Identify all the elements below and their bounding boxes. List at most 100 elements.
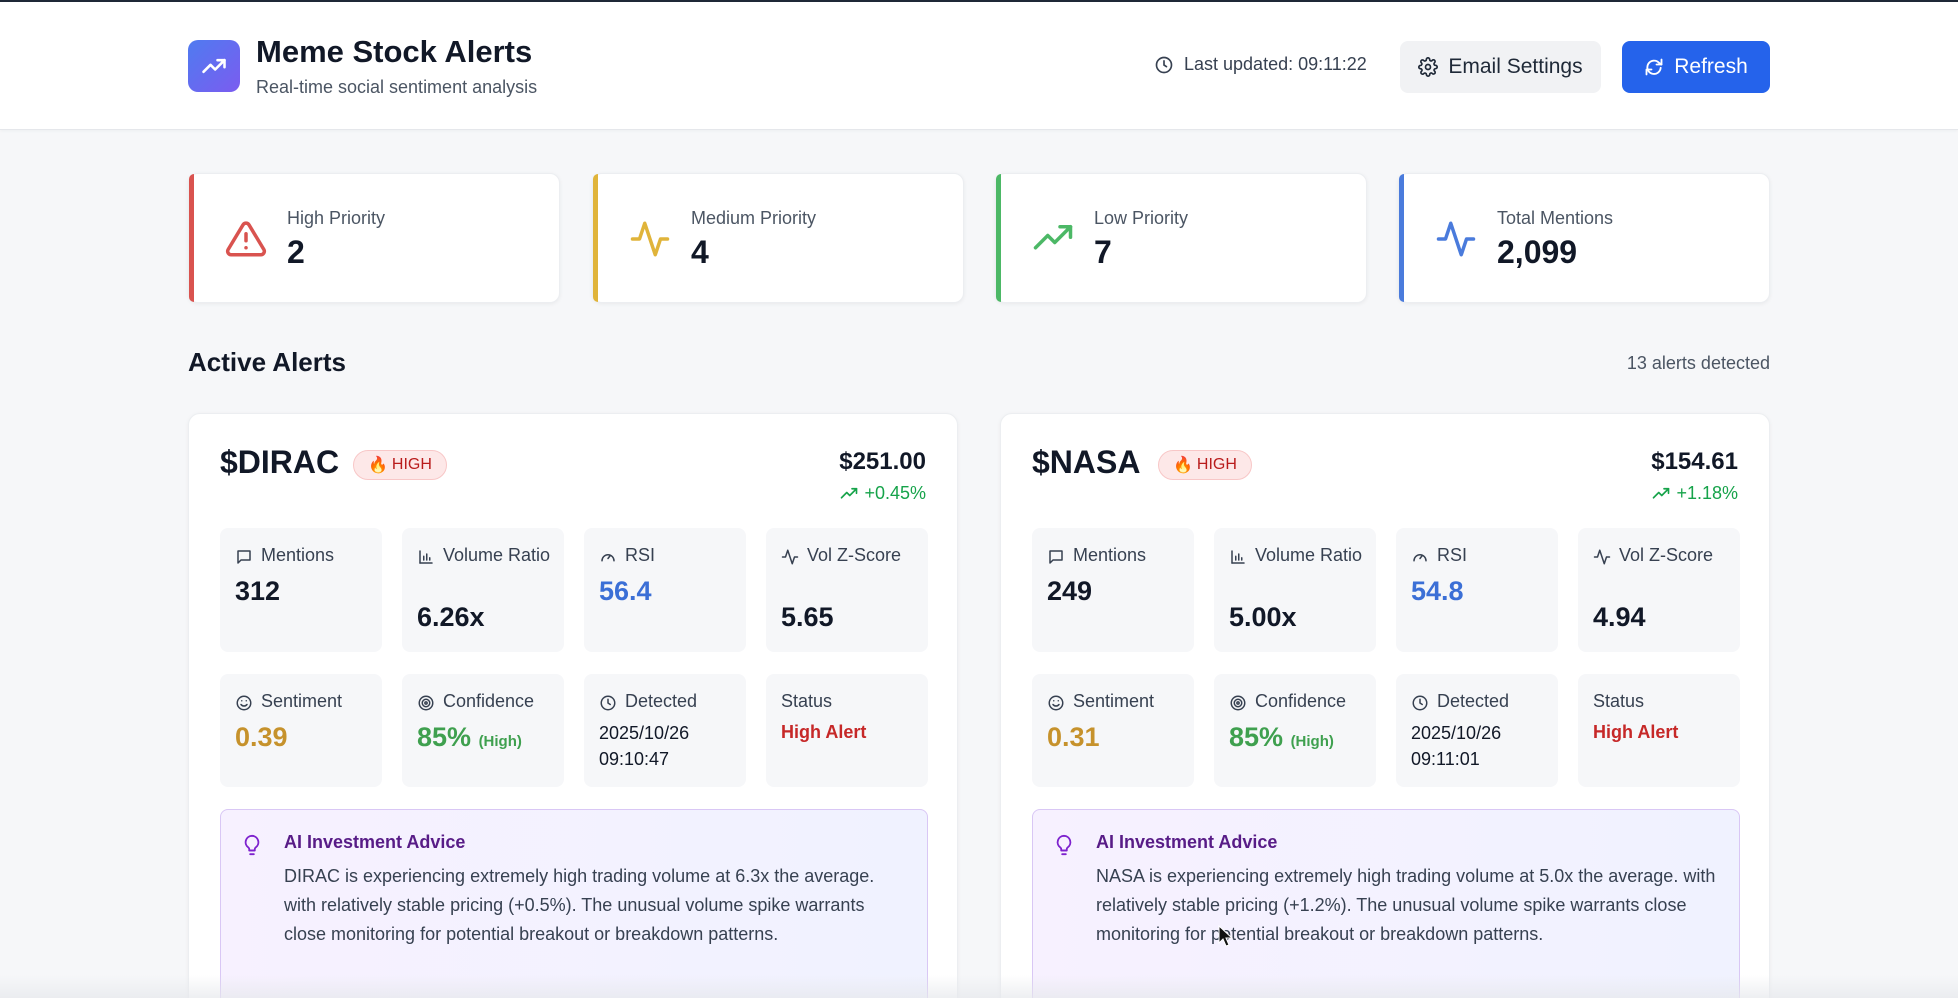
price-change-value: +0.45% [864, 483, 926, 503]
window-top-border [0, 0, 1958, 2]
bar-chart-icon [1231, 550, 1245, 564]
metric-value: 56.4 [599, 576, 652, 606]
priority-badge: 🔥 HIGH [1158, 450, 1252, 480]
last-updated: Last updated: 09:11:22 [1154, 54, 1367, 75]
detected-timestamp: 2025/10/26 09:11:01 [1411, 720, 1501, 772]
stat-accent-bar [996, 174, 1001, 302]
confidence-level: (High) [1290, 733, 1334, 750]
ticker-symbol: $DIRAC [220, 444, 340, 480]
email-settings-label: Email Settings [1448, 55, 1583, 78]
metric-sentiment: Sentiment 0.39 [220, 674, 382, 787]
metric-label: Confidence [1255, 691, 1347, 711]
metric-label: Detected [1437, 691, 1510, 711]
stat-label: Low Priority [1094, 208, 1189, 228]
metric-label: Mentions [1073, 545, 1147, 565]
alert-count: 13 alerts detected [1626, 353, 1770, 373]
metric-value: 54.8 [1411, 576, 1464, 606]
gauge-icon [1413, 554, 1427, 562]
metric-value: 0.31 [1047, 722, 1100, 752]
metric-label: RSI [1437, 545, 1468, 565]
metric-mentions: Mentions 249 [1032, 528, 1194, 652]
stock-price: $251.00 [839, 448, 926, 475]
metric-value: 0.39 [235, 722, 288, 752]
metric-confidence: Confidence 85% (High) [1214, 674, 1376, 787]
activity-icon [630, 221, 670, 257]
metric-label: Sentiment [261, 691, 343, 711]
metric-status: Status High Alert [766, 674, 928, 787]
refresh-icon [1645, 58, 1663, 76]
metric-confidence: Confidence 85% (High) [402, 674, 564, 787]
metric-label: Volume Ratio [1255, 545, 1363, 565]
metric-label: Volume Ratio [443, 545, 551, 565]
metric-rsi: RSI 54.8 [1396, 528, 1558, 652]
stat-label: Medium Priority [691, 208, 817, 228]
metric-mentions: Mentions 312 [220, 528, 382, 652]
ai-advice-box: AI Investment Advice NASA is experiencin… [1032, 809, 1740, 998]
stat-value: 2,099 [1497, 234, 1578, 270]
clock-icon [1412, 695, 1428, 711]
priority-badge: 🔥 HIGH [353, 450, 447, 480]
stat-value: 7 [1094, 234, 1112, 270]
metric-label: Sentiment [1073, 691, 1155, 711]
detected-time: 09:11:01 [1411, 749, 1480, 769]
last-updated-text: Last updated: 09:11:22 [1184, 54, 1367, 74]
fire-icon: 🔥 [368, 457, 388, 474]
confidence-level: (High) [478, 733, 522, 750]
metric-value: 4.94 [1593, 602, 1646, 632]
fire-icon: 🔥 [1173, 457, 1193, 474]
stat-label: Total Mentions [1497, 208, 1614, 228]
trending-up-icon [1653, 487, 1670, 499]
refresh-button[interactable]: Refresh [1622, 41, 1770, 93]
metric-value: 6.26x [417, 602, 485, 632]
detected-timestamp: 2025/10/26 09:10:47 [599, 720, 689, 772]
app-header: Meme Stock Alerts Real-time social senti… [0, 2, 1958, 130]
metric-status: Status High Alert [1578, 674, 1740, 787]
message-icon [1049, 550, 1063, 564]
confidence-value: 85% [1229, 722, 1284, 752]
metric-volume-ratio: Volume Ratio 6.26x [402, 528, 564, 652]
lightbulb-icon [1056, 834, 1072, 856]
trending-up-icon [202, 58, 226, 74]
stat-accent-bar [189, 174, 194, 302]
alert-card[interactable]: $DIRAC 🔥 HIGH $251.00 +0.45% Mentions 31… [188, 413, 958, 998]
activity-icon [1593, 549, 1611, 565]
metric-value: 5.65 [781, 602, 834, 632]
stat-card-low-priority: Low Priority 7 [995, 173, 1367, 303]
stat-card-high-priority: High Priority 2 [188, 173, 560, 303]
email-settings-button[interactable]: Email Settings [1400, 41, 1601, 93]
status-value: High Alert [1593, 722, 1679, 742]
refresh-label: Refresh [1674, 55, 1748, 78]
metric-label: Vol Z-Score [807, 545, 902, 565]
metric-detected: Detected 2025/10/26 09:10:47 [584, 674, 746, 787]
target-icon [418, 695, 434, 711]
metric-label: Vol Z-Score [1619, 545, 1714, 565]
lightbulb-icon [244, 834, 260, 856]
price-change: +1.18% [1652, 483, 1738, 504]
advice-text: DIRAC is experiencing extremely high tra… [284, 866, 875, 944]
metric-label: Mentions [261, 545, 335, 565]
metric-value: 85% (High) [1229, 722, 1334, 753]
message-icon [237, 550, 251, 564]
badge-label: HIGH [1196, 456, 1237, 473]
section-title: Active Alerts [188, 347, 346, 377]
trending-up-icon [841, 487, 858, 499]
detected-date: 2025/10/26 [599, 723, 690, 743]
stock-price: $154.61 [1651, 448, 1738, 475]
metric-vol-z-score: Vol Z-Score 5.65 [766, 528, 928, 652]
metric-detected: Detected 2025/10/26 09:11:01 [1396, 674, 1558, 787]
metric-label: Status [1593, 691, 1645, 711]
activity-icon [781, 549, 799, 565]
stat-accent-bar [593, 174, 598, 302]
mouse-cursor-icon [1218, 925, 1234, 947]
metric-label: Status [781, 691, 833, 711]
stat-accent-bar [1399, 174, 1404, 302]
detected-date: 2025/10/26 [1411, 723, 1502, 743]
price-change: +0.45% [840, 483, 926, 504]
clock-icon [1155, 56, 1173, 73]
metric-value: 85% (High) [417, 722, 522, 753]
ai-advice-box: AI Investment Advice DIRAC is experienci… [220, 809, 928, 998]
alert-card[interactable]: $NASA 🔥 HIGH $154.61 +1.18% Mentions 249… [1000, 413, 1770, 998]
stat-label: High Priority [287, 208, 386, 228]
metric-rsi: RSI 56.4 [584, 528, 746, 652]
metric-value: 249 [1047, 576, 1093, 606]
